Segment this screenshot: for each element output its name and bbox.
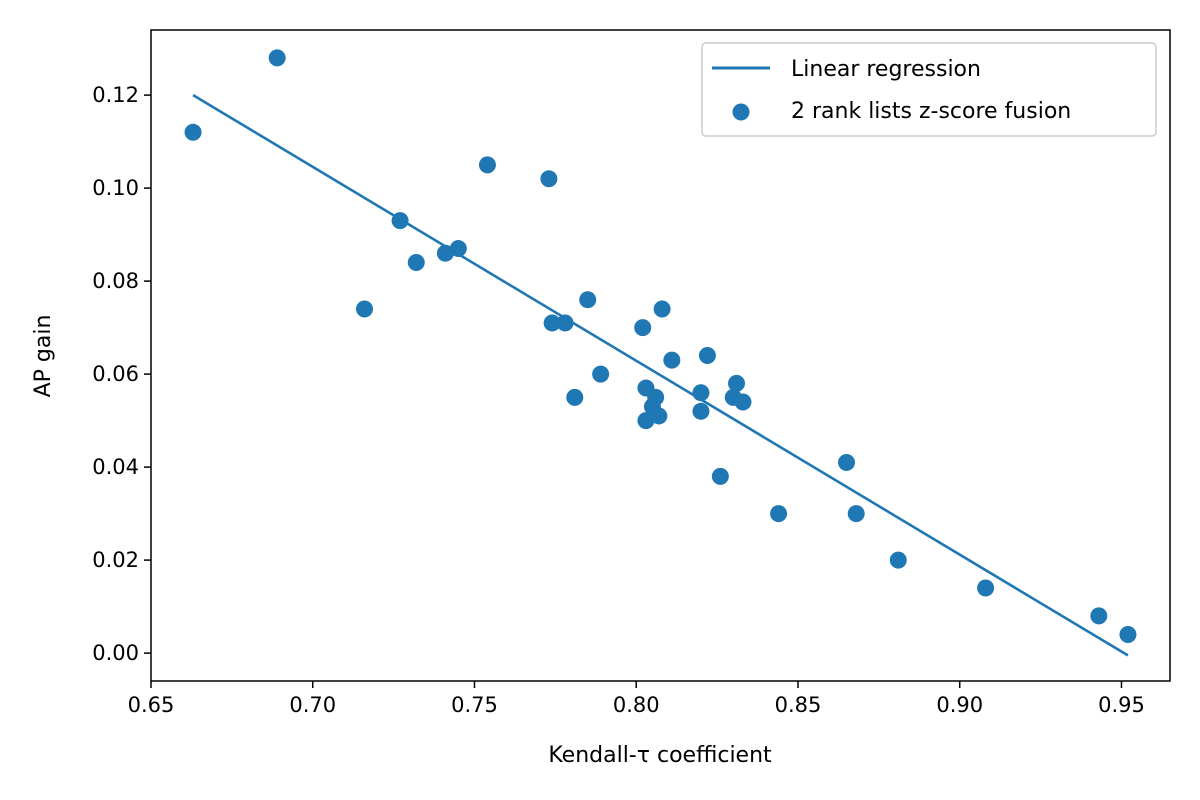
data-marks [184, 49, 1137, 657]
data-point [356, 300, 374, 318]
x-tick-label: 0.75 [451, 693, 498, 717]
y-axis-label: AP gain [31, 315, 56, 398]
data-point [1119, 626, 1137, 643]
y-tick-label: 0.00 [92, 641, 139, 665]
data-point [637, 412, 655, 430]
data-point [650, 407, 668, 425]
data-point [566, 388, 584, 406]
x-tick-label: 0.70 [289, 693, 336, 717]
data-point [184, 123, 202, 141]
data-point [734, 393, 752, 411]
legend-label-scatter: 2 rank lists z-score fusion [791, 99, 1071, 124]
x-tick-label: 0.80 [613, 693, 660, 717]
data-point [847, 505, 865, 523]
data-point [543, 314, 561, 332]
data-point [663, 351, 681, 369]
plot-frame [150, 29, 1171, 682]
data-point [698, 347, 716, 364]
data-point [579, 291, 597, 309]
data-point [889, 551, 907, 569]
data-point [407, 254, 425, 271]
data-point [647, 388, 665, 406]
legend-marker-swatch [732, 103, 750, 121]
x-tick-label: 0.65 [128, 693, 175, 717]
x-axis-label: Kendall-τ coefficient [548, 743, 772, 768]
data-point [634, 319, 652, 337]
y-tick-label: 0.08 [92, 269, 139, 293]
y-tick-label: 0.02 [92, 548, 139, 572]
data-point [478, 156, 496, 174]
data-point [692, 402, 710, 420]
x-tick-label: 0.90 [936, 693, 983, 717]
legend: Linear regression 2 rank lists z-score f… [701, 42, 1157, 137]
data-point [728, 374, 746, 392]
y-axis-ticks: 0.00 0.02 0.04 0.06 0.08 0.10 0.12 [92, 83, 151, 665]
data-point [1090, 607, 1108, 625]
data-point [268, 49, 286, 67]
y-tick-label: 0.12 [92, 83, 139, 107]
x-tick-label: 0.95 [1098, 693, 1145, 717]
y-tick-label: 0.10 [92, 176, 139, 200]
y-tick-label: 0.06 [92, 362, 139, 386]
data-point [540, 170, 558, 188]
data-point [436, 244, 454, 262]
legend-box [701, 42, 1157, 137]
data-point [391, 212, 409, 230]
data-point [556, 314, 574, 332]
data-point [711, 467, 729, 485]
data-point [692, 384, 710, 402]
data-point [592, 365, 610, 383]
y-tick-label: 0.04 [92, 455, 139, 479]
x-axis-ticks: 0.65 0.70 0.75 0.80 0.85 0.90 0.95 [128, 681, 1145, 717]
data-point [449, 240, 467, 258]
legend-label-regression: Linear regression [791, 57, 981, 82]
data-point [653, 300, 671, 318]
x-tick-label: 0.85 [775, 693, 822, 717]
data-point [838, 453, 856, 471]
data-point [770, 505, 788, 523]
data-point [977, 579, 995, 597]
regression-line [192, 93, 1129, 657]
